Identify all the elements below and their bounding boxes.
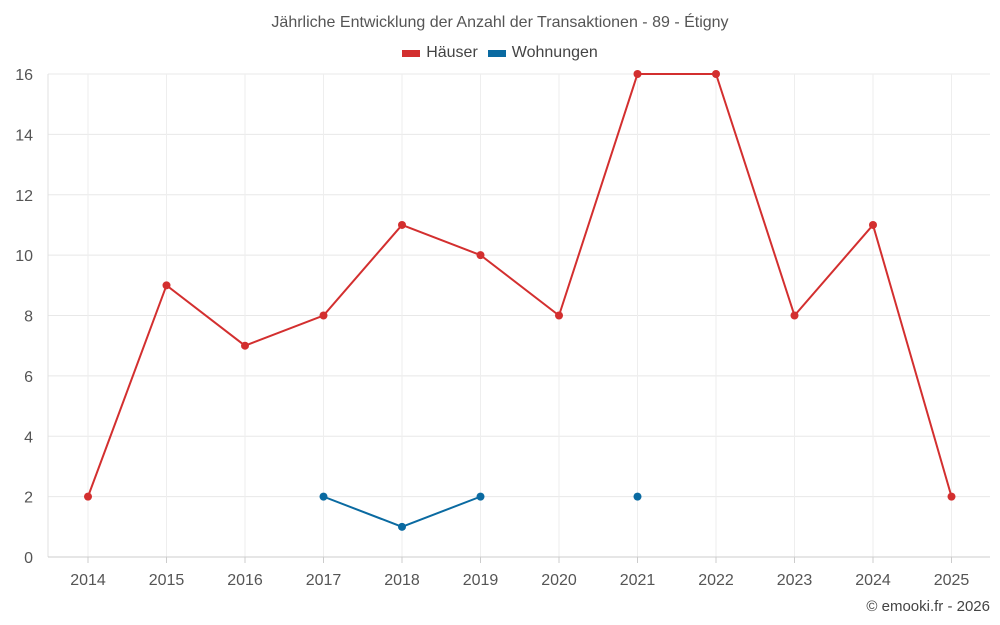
data-point-haeuser[interactable] <box>241 341 249 350</box>
data-point-haeuser[interactable] <box>162 281 171 290</box>
y-tick-label: 6 <box>24 369 33 386</box>
legend-label-wohnungen: Wohnungen <box>511 44 598 61</box>
data-point-haeuser[interactable] <box>398 220 406 229</box>
axes: 0 2 4 6 8 10 12 14 16 2014 2015 2016 2017 2018 2019 202… <box>15 67 990 589</box>
y-tick-label: 0 <box>24 550 33 567</box>
x-tick-label: 2015 <box>149 572 185 589</box>
data-point-haeuser[interactable] <box>947 492 956 501</box>
series-line-haeuser <box>87 73 953 497</box>
y-tick-label: 16 <box>15 67 33 84</box>
legend: Häuser Wohnungen <box>0 44 1000 62</box>
legend-swatch-haeuser <box>402 49 421 57</box>
legend-swatch-wohnungen <box>487 49 506 57</box>
data-point-haeuser[interactable] <box>84 492 92 501</box>
copyright-credit: © emooki.fr - 2026 <box>866 598 990 615</box>
data-point-haeuser[interactable] <box>555 311 563 320</box>
data-point-wohnungen[interactable] <box>476 492 485 501</box>
x-tick-label: 2016 <box>227 572 263 589</box>
x-tick-label: 2014 <box>70 572 106 589</box>
data-point-haeuser[interactable] <box>633 70 642 78</box>
legend-item-haeuser[interactable]: Häuser <box>402 44 478 62</box>
data-point-wohnungen[interactable] <box>319 492 328 501</box>
x-tick-label: 2017 <box>306 572 342 589</box>
chart-title: Jährliche Entwicklung der Anzahl der Tra… <box>271 14 729 31</box>
legend-item-wohnungen[interactable]: Wohnungen <box>487 44 598 62</box>
data-point-wohnungen[interactable] <box>633 492 642 501</box>
data-point-wohnungen[interactable] <box>398 522 406 531</box>
x-tick-label: 2020 <box>541 572 577 589</box>
data-point-haeuser[interactable] <box>869 220 877 229</box>
x-tick-label: 2024 <box>855 572 891 589</box>
y-tick-label: 8 <box>24 309 33 326</box>
y-tick-label: 12 <box>15 188 33 205</box>
legend-label-haeuser: Häuser <box>426 44 478 61</box>
x-tick-label: 2019 <box>463 572 499 589</box>
y-tick-label: 2 <box>24 490 33 507</box>
data-point-haeuser[interactable] <box>319 311 328 320</box>
x-tick-label: 2023 <box>777 572 813 589</box>
series-group <box>84 70 956 531</box>
data-point-haeuser[interactable] <box>476 251 485 260</box>
y-tick-label: 10 <box>15 248 33 265</box>
data-point-haeuser[interactable] <box>712 70 720 78</box>
grid <box>48 73 990 557</box>
x-tick-label: 2022 <box>698 572 734 589</box>
x-tick-label: 2018 <box>384 572 420 589</box>
x-tick-label: 2021 <box>620 572 656 589</box>
data-point-haeuser[interactable] <box>790 311 799 320</box>
y-tick-label: 14 <box>15 127 33 144</box>
x-tick-label: 2025 <box>934 572 970 589</box>
y-tick-label: 4 <box>24 429 33 446</box>
